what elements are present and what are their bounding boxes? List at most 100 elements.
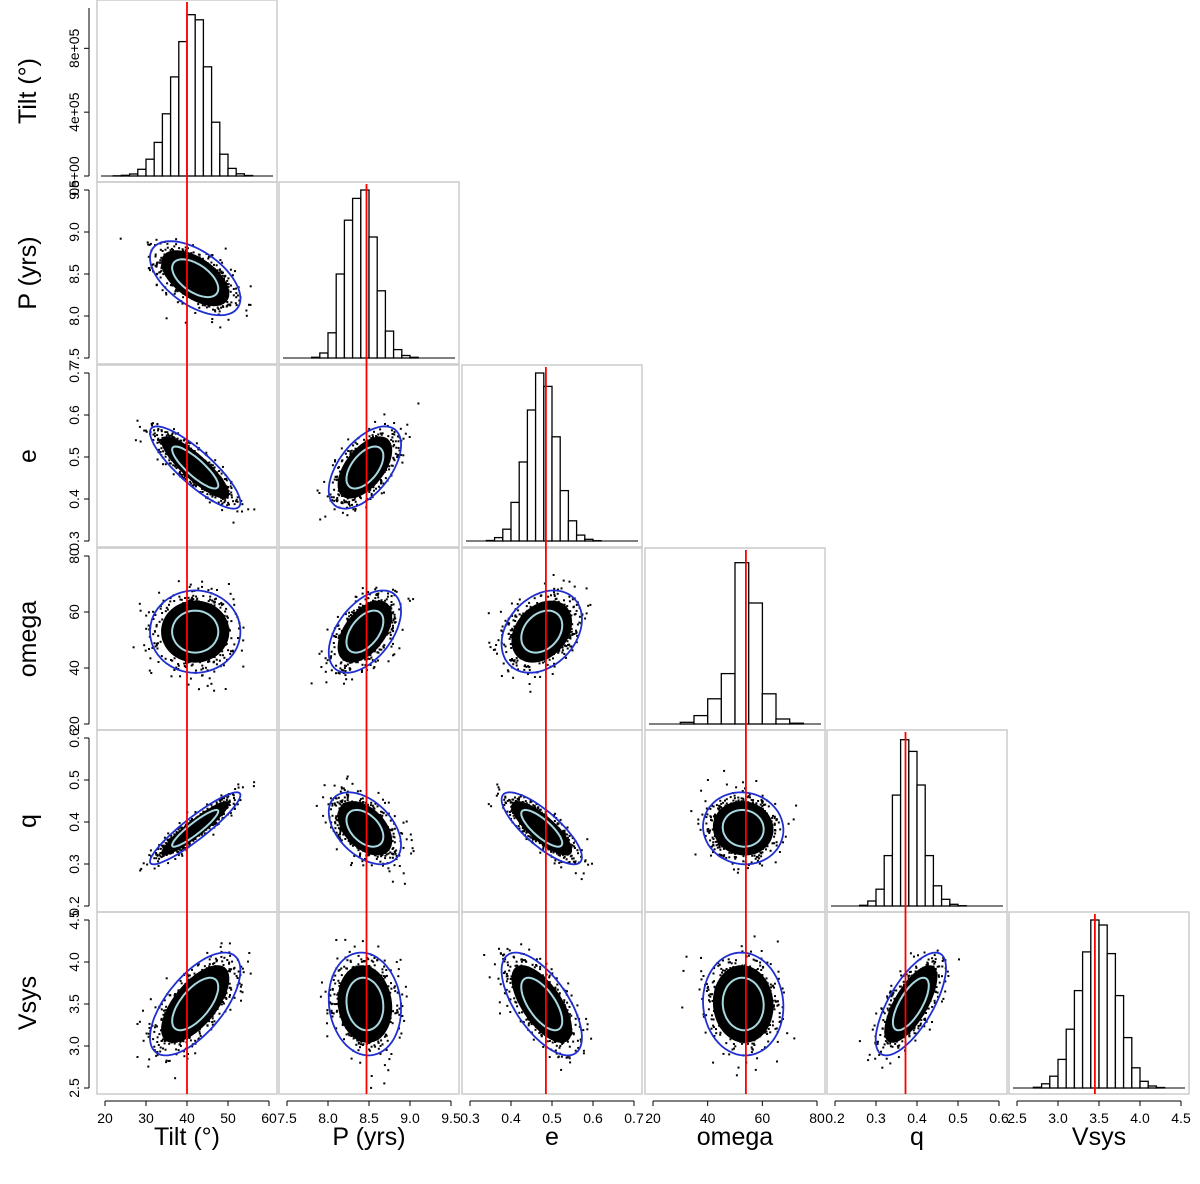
sample-point: [390, 601, 393, 603]
sample-point: [222, 603, 225, 606]
sample-point: [190, 664, 193, 667]
sample-point: [184, 249, 187, 252]
sample-point: [136, 419, 139, 422]
sample-point: [343, 682, 345, 685]
sample-point: [353, 498, 356, 501]
sample-point: [408, 599, 411, 602]
sample-point: [191, 596, 194, 599]
sample-point: [336, 500, 338, 503]
sample-point: [388, 465, 391, 468]
sample-point: [230, 620, 233, 623]
histogram-bar: [351, 197, 362, 359]
sample-point: [189, 677, 192, 680]
sample-point: [389, 634, 392, 636]
sample-point: [229, 485, 232, 488]
sample-point: [188, 585, 191, 588]
sample-point: [152, 439, 155, 441]
panel-frame: [278, 364, 460, 548]
sample-point: [217, 308, 220, 311]
sample-point: [404, 432, 407, 435]
sample-point: [206, 493, 209, 496]
sample-point: [509, 629, 512, 632]
sample-point: [385, 598, 388, 601]
sample-point: [181, 473, 183, 476]
sample-point: [575, 629, 577, 632]
sample-point: [367, 591, 370, 594]
sample-point: [351, 678, 354, 681]
sample-point: [393, 616, 396, 619]
sample-point: [351, 611, 354, 614]
sample-point: [337, 637, 340, 639]
sample-point: [228, 503, 230, 506]
sample-point: [343, 664, 346, 667]
histogram-bar: [137, 168, 147, 177]
sample-point: [216, 589, 218, 591]
sample-point: [162, 450, 165, 453]
sample-point: [198, 306, 201, 309]
sample-point: [400, 454, 403, 456]
sample-point: [229, 290, 232, 293]
sample-point: [162, 463, 164, 466]
sample-point: [160, 438, 162, 441]
sample-point: [393, 443, 396, 446]
sample-point: [157, 634, 160, 637]
sample-point: [235, 287, 237, 290]
sample-point: [176, 289, 179, 292]
sample-point: [375, 435, 377, 438]
sample-point: [364, 598, 367, 601]
sample-point: [165, 434, 168, 437]
sample-point: [172, 473, 175, 476]
sample-point: [324, 670, 327, 673]
sample-point: [571, 649, 574, 652]
sample-point: [384, 477, 387, 480]
sample-point: [178, 595, 181, 598]
sample-point: [132, 646, 135, 649]
sample-point: [390, 464, 393, 467]
sample-point: [368, 658, 371, 660]
sample-point: [157, 642, 159, 645]
sample-point: [320, 650, 323, 653]
sample-point: [155, 263, 158, 266]
sample-point: [392, 445, 395, 448]
sample-point: [201, 488, 204, 490]
sample-point: [335, 664, 338, 667]
sample-point: [152, 433, 155, 436]
sample-point: [230, 496, 233, 499]
sample-point: [206, 684, 209, 687]
sample-point: [171, 436, 174, 439]
sample-point: [338, 628, 341, 630]
sample-point: [218, 603, 221, 606]
sample-point: [364, 658, 367, 661]
sample-point: [174, 465, 177, 468]
sample-point: [209, 493, 212, 496]
sample-point: [377, 659, 379, 662]
sample-point: [393, 431, 396, 434]
sample-point: [184, 666, 187, 669]
sample-point: [144, 649, 147, 652]
sample-point: [204, 666, 207, 669]
sample-point: [348, 611, 351, 614]
sample-point: [397, 440, 400, 443]
sample-point: [192, 594, 195, 597]
sample-point: [240, 649, 243, 652]
contour-inner: [171, 445, 220, 490]
sample-point: [334, 459, 337, 462]
sample-point: [183, 662, 186, 665]
sample-point: [164, 657, 167, 660]
sample-point: [395, 446, 398, 449]
sample-point: [380, 480, 383, 483]
sample-point: [241, 510, 243, 513]
sample-point: [401, 628, 404, 631]
sample-point: [392, 619, 395, 622]
sample-point: [371, 434, 374, 437]
sample-point: [390, 429, 393, 432]
sample-point: [323, 480, 326, 483]
sample-point: [153, 432, 156, 435]
sample-point: [207, 255, 210, 258]
sample-point: [159, 607, 162, 610]
sample-point: [346, 456, 349, 459]
sample-point: [350, 449, 353, 452]
histogram-bar: [384, 330, 395, 359]
sample-point: [205, 451, 208, 454]
sample-point: [388, 468, 391, 471]
